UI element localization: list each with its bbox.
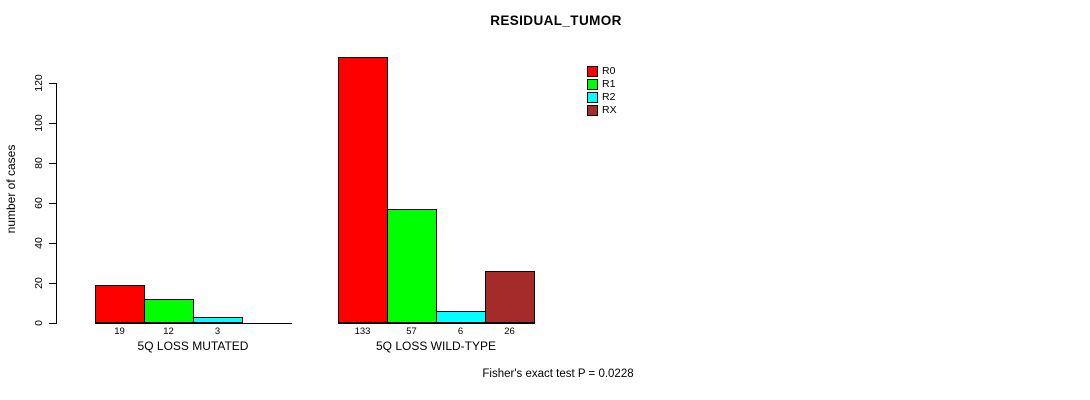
y-tick-label: 100 bbox=[33, 114, 45, 132]
bar-value-label: 57 bbox=[406, 326, 417, 337]
bar-value-label: 19 bbox=[114, 326, 125, 337]
fisher-test-annotation: Fisher's exact test P = 0.0228 bbox=[482, 368, 634, 380]
legend-swatch-rx bbox=[587, 105, 598, 116]
y-tick-label: 120 bbox=[33, 74, 45, 92]
group-baseline bbox=[95, 323, 292, 324]
y-tick-mark bbox=[49, 123, 57, 124]
bar-value-label: 12 bbox=[163, 326, 174, 337]
y-tick-label: 60 bbox=[33, 197, 45, 209]
bar-value-label: 3 bbox=[214, 326, 221, 337]
y-axis-label: number of cases bbox=[4, 144, 18, 234]
bar-r2 bbox=[436, 311, 486, 323]
legend-label-r2: R2 bbox=[602, 91, 616, 103]
y-tick-label: 80 bbox=[33, 157, 45, 169]
bar-rx bbox=[485, 271, 535, 323]
bar-r2 bbox=[193, 317, 243, 323]
bar-value-label: 133 bbox=[354, 326, 371, 337]
legend-label-rx: RX bbox=[602, 104, 617, 116]
legend-label-r0: R0 bbox=[602, 65, 616, 77]
y-tick-label: 20 bbox=[33, 277, 45, 289]
x-category-label: 5Q LOSS WILD-TYPE bbox=[375, 339, 497, 353]
legend-swatch-r1 bbox=[587, 79, 598, 90]
legend-swatch-r2 bbox=[587, 92, 598, 103]
y-tick-mark bbox=[49, 163, 57, 164]
y-tick-mark bbox=[49, 203, 57, 204]
chart-title: RESIDUAL_TUMOR bbox=[490, 13, 622, 28]
bar-r1 bbox=[144, 299, 194, 323]
legend-swatch-r0 bbox=[587, 66, 598, 77]
x-category-label: 5Q LOSS MUTATED bbox=[137, 339, 249, 353]
group-baseline bbox=[338, 323, 535, 324]
y-tick-label: 0 bbox=[33, 320, 45, 326]
bar-value-label: 26 bbox=[504, 326, 515, 337]
y-tick-mark bbox=[49, 243, 57, 244]
y-tick-label: 40 bbox=[33, 237, 45, 249]
legend-label-r1: R1 bbox=[602, 78, 616, 90]
bar-r0 bbox=[338, 57, 388, 323]
y-tick-mark bbox=[49, 323, 57, 324]
bar-value-label: 6 bbox=[457, 326, 464, 337]
bar-r0 bbox=[95, 285, 145, 323]
y-tick-mark bbox=[49, 83, 57, 84]
y-tick-mark bbox=[49, 283, 57, 284]
bar-r1 bbox=[387, 209, 437, 323]
